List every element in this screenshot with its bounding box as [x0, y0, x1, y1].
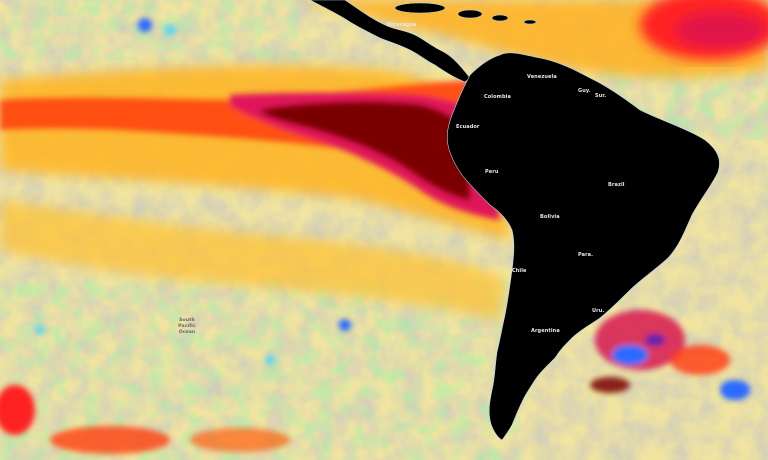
label-nicaragua: Nicaragua: [387, 22, 417, 28]
sw-warm: [0, 385, 290, 454]
label-paraguay: Para.: [578, 252, 594, 258]
extreme-warm-core: [260, 102, 470, 200]
label-bolivia: Bolivia: [540, 214, 560, 220]
label-south-pacific-ocean: South Pacific Ocean: [172, 318, 202, 336]
ocean-label-line1: South: [179, 318, 195, 323]
label-peru: Peru: [485, 169, 499, 175]
caribbean-islands: [394, 2, 537, 25]
label-colombia: Colombia: [484, 94, 511, 100]
label-uruguay: Uru.: [592, 308, 605, 314]
ocean-label-line3: Ocean: [178, 330, 196, 335]
cool-specks: [35, 18, 351, 365]
label-guyana: Guy.: [578, 88, 591, 94]
south-america-land: [446, 52, 720, 441]
label-venezuela: Venezuela: [527, 74, 557, 80]
ocean-label-line2: Pacific: [178, 324, 196, 329]
label-ecuador: Ecuador: [456, 124, 480, 130]
label-chile: Chile: [512, 268, 527, 274]
label-suriname: Sur.: [595, 93, 607, 99]
label-argentina: Argentina: [531, 328, 560, 334]
south-atlantic-eddies: [590, 310, 750, 400]
atlantic-warm: [640, 0, 768, 60]
label-brazil: Brazil: [608, 182, 625, 188]
